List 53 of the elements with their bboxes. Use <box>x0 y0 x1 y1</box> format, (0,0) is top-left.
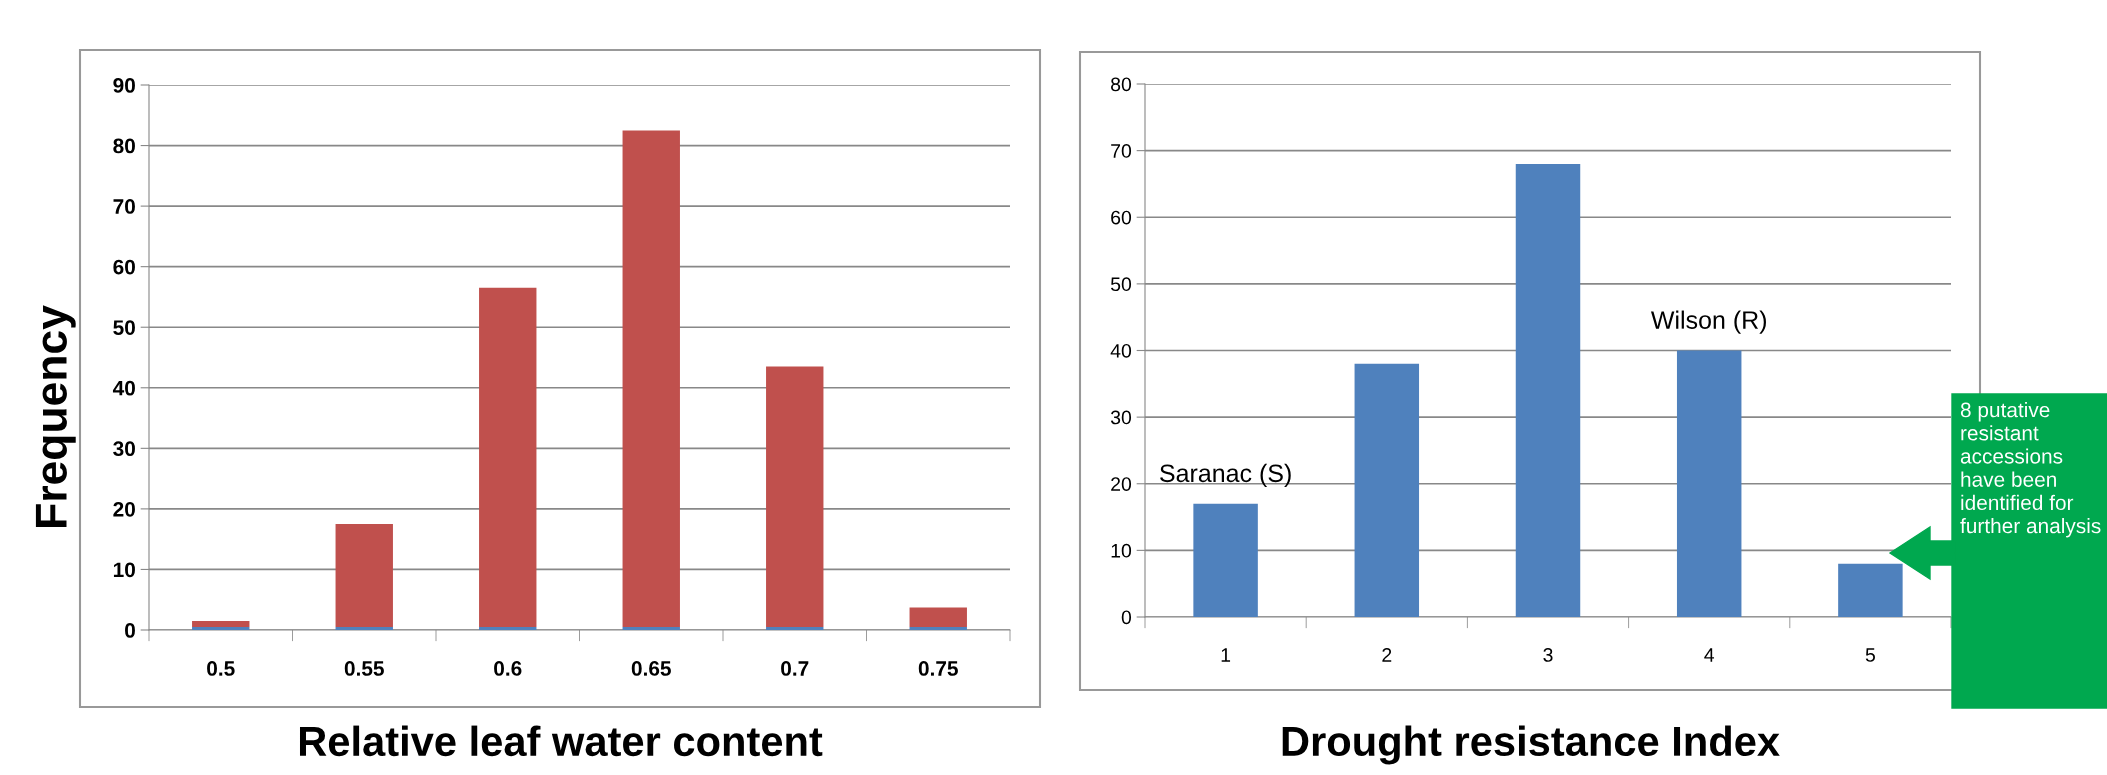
bar <box>909 626 967 630</box>
annotation: Wilson (R) <box>1650 310 1766 334</box>
y-tick-label: 50 <box>1110 277 1132 292</box>
x-tick-label: 1 <box>1221 648 1231 662</box>
y-tick-label: 30 <box>1110 410 1132 425</box>
y-tick-label: 80 <box>1111 77 1132 92</box>
bar <box>479 626 537 630</box>
x-tick-label: 0.6 <box>494 661 522 676</box>
bar <box>192 626 250 630</box>
x-tick-label: 0.5 <box>207 661 235 676</box>
bar <box>1838 563 1903 617</box>
y-axis-title: Frequency <box>35 305 76 527</box>
y-tick-label: 20 <box>1111 477 1132 491</box>
y-tick-label: 80 <box>113 138 135 154</box>
x-tick-label: 2 <box>1382 648 1392 662</box>
x-tick-label: 3 <box>1543 648 1553 662</box>
y-tick-label: 40 <box>1110 343 1132 358</box>
y-tick-label: 50 <box>113 320 135 335</box>
x-tick-label: 0.7 <box>781 661 809 676</box>
y-tick-label: 30 <box>113 441 135 457</box>
x-tick-label: 5 <box>1865 648 1875 662</box>
y-tick-label: 60 <box>113 259 135 275</box>
y-tick-label: 0 <box>1121 610 1132 625</box>
bar <box>1354 363 1420 617</box>
bar <box>622 626 680 630</box>
x-tick-label: 4 <box>1704 648 1715 662</box>
bar <box>766 626 824 630</box>
bar <box>335 626 393 630</box>
bar <box>335 524 393 627</box>
bar <box>909 607 967 627</box>
annotation: Saranac (S) <box>1160 463 1291 488</box>
bar <box>1676 350 1742 617</box>
bar <box>479 287 537 627</box>
text: 8 putative resistant accessions have been identified for further analysis <box>1960 402 2101 538</box>
y-tick-label: 90 <box>113 78 135 93</box>
y-tick-label: 0 <box>125 623 135 638</box>
y-tick-label: 40 <box>112 380 135 396</box>
bar <box>1515 163 1581 617</box>
y-tick-label: 70 <box>1111 144 1132 158</box>
y-tick-label: 60 <box>1111 210 1132 225</box>
bar <box>622 130 680 627</box>
x-tick-label: 0.55 <box>344 661 384 676</box>
x-axis-title: Drought resistance Index <box>1282 725 1780 765</box>
bar <box>192 620 250 627</box>
bar <box>766 366 824 627</box>
x-axis-title: Relative leaf water content <box>299 725 823 757</box>
y-tick-label: 10 <box>113 562 135 578</box>
y-tick-label: 70 <box>113 199 135 214</box>
x-tick-label: 0.75 <box>918 661 958 676</box>
bar <box>1193 503 1258 617</box>
x-tick-label: 0.65 <box>631 661 671 676</box>
y-tick-label: 20 <box>113 501 135 517</box>
y-tick-label: 10 <box>1111 543 1132 558</box>
